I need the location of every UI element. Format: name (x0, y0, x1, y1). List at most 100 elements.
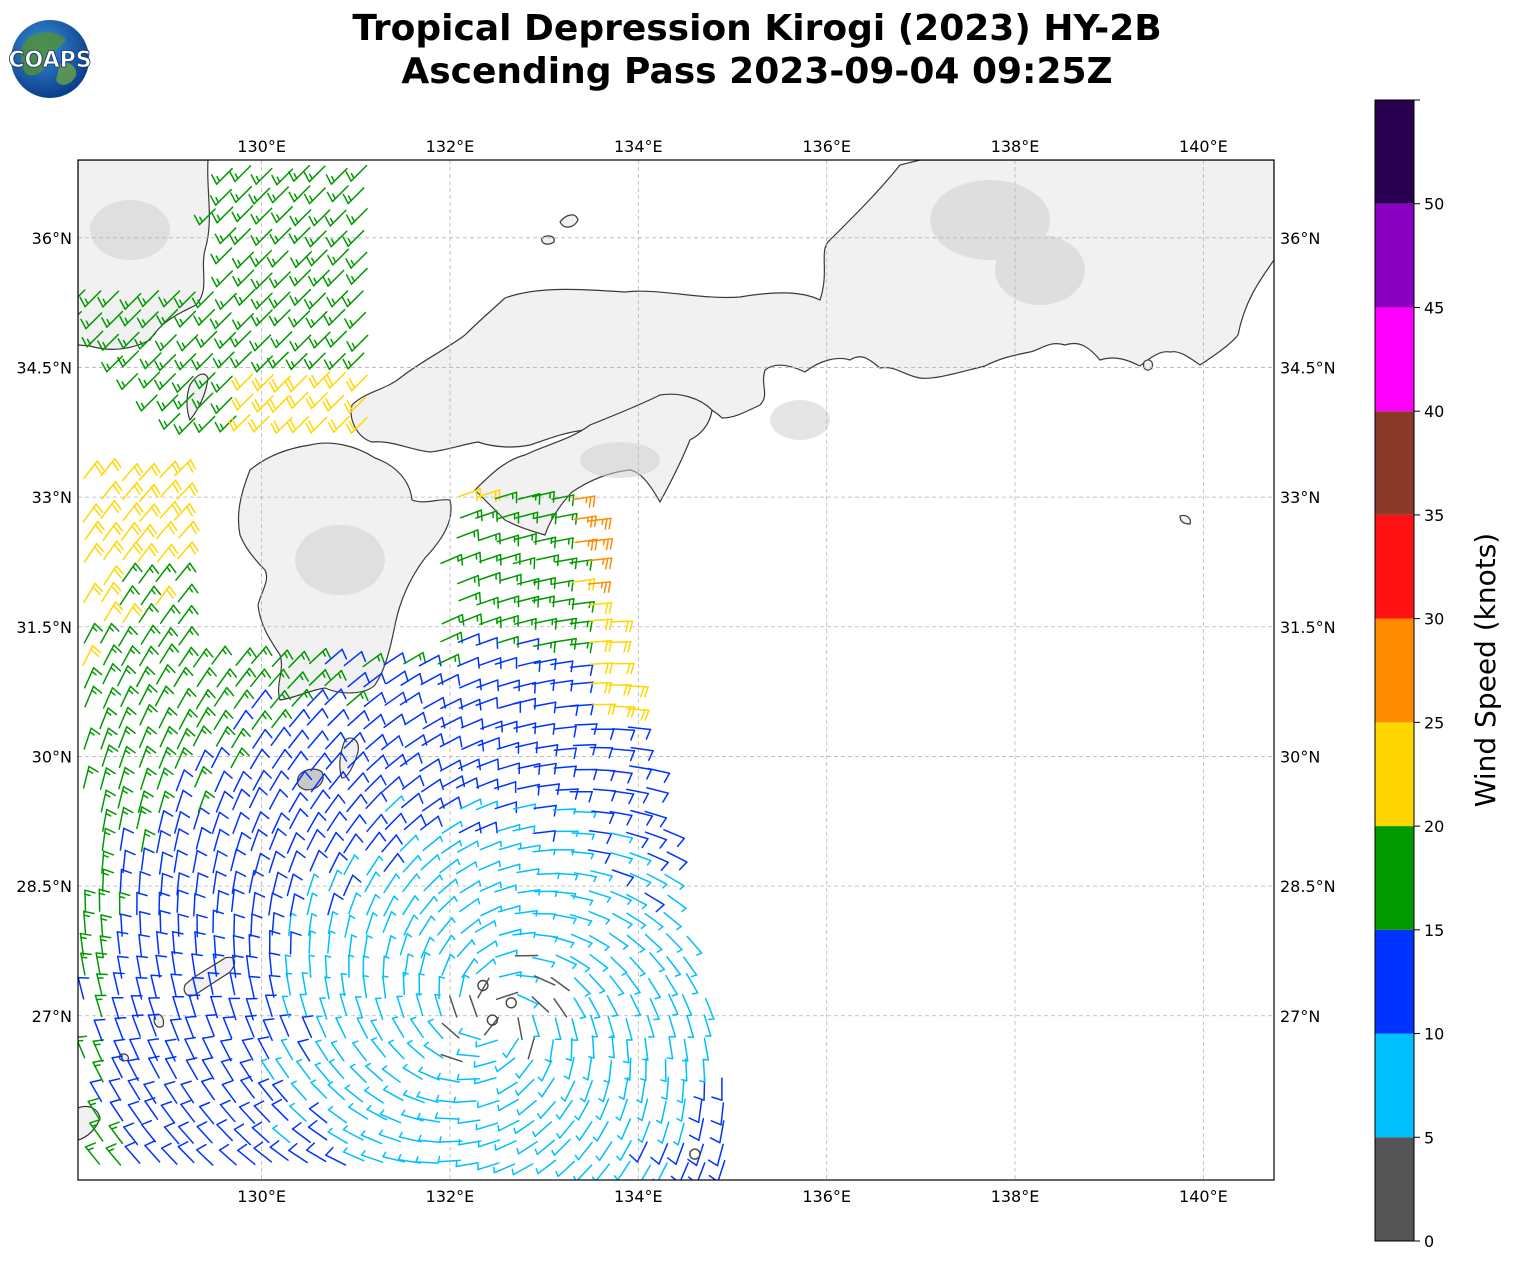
barb-staff (112, 972, 120, 996)
wind-barb (537, 1060, 553, 1082)
wind-barb (155, 563, 177, 583)
wind-barb (210, 167, 233, 185)
barb-feather (100, 914, 112, 918)
barb-half-feather (606, 896, 612, 903)
colorbar-tick-label: 20 (1424, 817, 1444, 836)
barb-feather (108, 744, 119, 752)
barb-staff (253, 852, 262, 876)
wind-barb (342, 229, 365, 247)
barb-feather (144, 1140, 156, 1147)
barb-staff (380, 735, 400, 751)
barb-feather (437, 815, 443, 827)
wind-barb (84, 1142, 101, 1165)
barb-staff (78, 289, 86, 298)
barb-feather (268, 952, 281, 956)
wind-barb (449, 995, 458, 1018)
barb-staff (237, 1149, 256, 1166)
barb-feather (123, 827, 134, 834)
wind-barb (665, 933, 683, 953)
barb-half-feather (70, 298, 72, 303)
barb-feather (177, 849, 188, 856)
barb-half-feather (337, 672, 342, 679)
barb-half-feather (144, 360, 149, 367)
barb-feather (570, 660, 574, 673)
wind-barb (512, 825, 536, 833)
wind-barb (308, 930, 317, 954)
wind-barb (148, 997, 161, 1020)
barb-half-feather (87, 1147, 94, 1151)
barb-feather (186, 728, 196, 737)
wind-barb (270, 726, 292, 747)
barb-half-feather (590, 853, 595, 860)
barb-staff (383, 873, 397, 894)
barb-half-feather (471, 939, 476, 946)
wind-barb (615, 1098, 628, 1121)
barb-half-feather (125, 668, 131, 674)
wind-barb (138, 870, 151, 895)
barb-half-feather (84, 893, 91, 897)
wind-barb (121, 562, 143, 583)
barb-half-feather (142, 794, 149, 799)
wind-barb (587, 849, 611, 864)
barb-feather (154, 340, 162, 352)
barb-staff (666, 956, 682, 976)
barb-feather (604, 853, 611, 864)
wind-barb (231, 727, 251, 749)
colorbar-tick-label: 0 (1424, 1232, 1434, 1251)
wind-barb (119, 292, 142, 310)
barb-feather (210, 253, 217, 265)
barb-half-feather (601, 518, 604, 526)
barb-feather (457, 673, 461, 686)
wind-barb (418, 915, 436, 936)
barb-half-feather (256, 363, 261, 370)
wind-barb (356, 1016, 369, 1039)
barb-staff (517, 889, 541, 894)
axis-tick-labels: 130°E130°E132°E132°E134°E134°E136°E136°E… (16, 137, 1335, 1206)
wind-barb (269, 1140, 289, 1161)
barb-half-feather (275, 339, 280, 346)
wind-barb (164, 1056, 177, 1079)
barb-half-feather (439, 835, 444, 843)
wind-barb (630, 809, 654, 826)
barb-staff (111, 997, 120, 1020)
wind-barb (140, 829, 156, 853)
barb-feather (163, 1080, 176, 1086)
wind-barb (191, 353, 214, 371)
barb-staff (362, 974, 368, 999)
barb-feather (261, 748, 270, 758)
wind-barb (102, 644, 123, 666)
barb-staff (698, 1117, 705, 1142)
wind-barb (363, 691, 387, 708)
barb-half-feather (177, 400, 182, 407)
barb-feather (189, 562, 197, 573)
wind-barb (268, 375, 291, 393)
wind-barb (177, 1141, 195, 1164)
wind-barb (286, 391, 309, 409)
barb-half-feather (219, 423, 224, 430)
barb-half-feather (676, 1118, 683, 1122)
barb-feather (337, 793, 346, 804)
barb-staff (647, 767, 671, 775)
barb-feather (148, 546, 157, 557)
barb-half-feather (349, 914, 356, 919)
barb-half-feather (537, 1091, 543, 1098)
wind-barb (84, 889, 96, 913)
wind-barb (213, 828, 230, 852)
barb-half-feather (85, 320, 90, 327)
barb-half-feather (681, 907, 687, 913)
wind-barb (285, 375, 308, 393)
wind-barb (531, 996, 550, 1013)
barb-feather (112, 604, 122, 614)
barb-staff (140, 1123, 157, 1143)
barb-feather (303, 770, 313, 781)
barb-staff (343, 731, 361, 749)
barb-staff (478, 860, 501, 871)
barb-staff (326, 811, 341, 832)
barb-staff (439, 759, 461, 772)
barb-feather (308, 420, 315, 431)
barb-half-feather (593, 811, 597, 819)
wind-barb (314, 1062, 331, 1083)
barb-feather (378, 831, 387, 842)
barb-half-feather (219, 340, 224, 347)
barb-half-feather (382, 1151, 387, 1158)
